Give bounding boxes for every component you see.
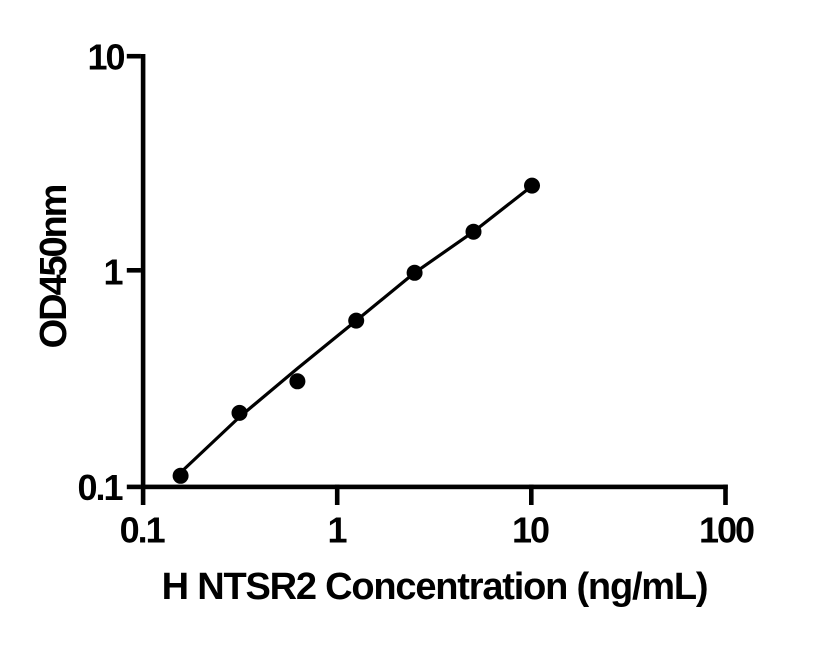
svg-text:1: 1 (103, 252, 123, 293)
svg-text:0.1: 0.1 (77, 467, 123, 508)
svg-text:1: 1 (327, 510, 347, 551)
svg-text:OD450nm: OD450nm (33, 185, 75, 348)
svg-text:10: 10 (512, 510, 549, 551)
svg-text:10: 10 (87, 37, 124, 78)
svg-text:100: 100 (699, 510, 754, 551)
svg-text:H NTSR2 Concentration (ng/mL): H NTSR2 Concentration (ng/mL) (162, 566, 708, 608)
svg-text:0.1: 0.1 (120, 510, 166, 551)
